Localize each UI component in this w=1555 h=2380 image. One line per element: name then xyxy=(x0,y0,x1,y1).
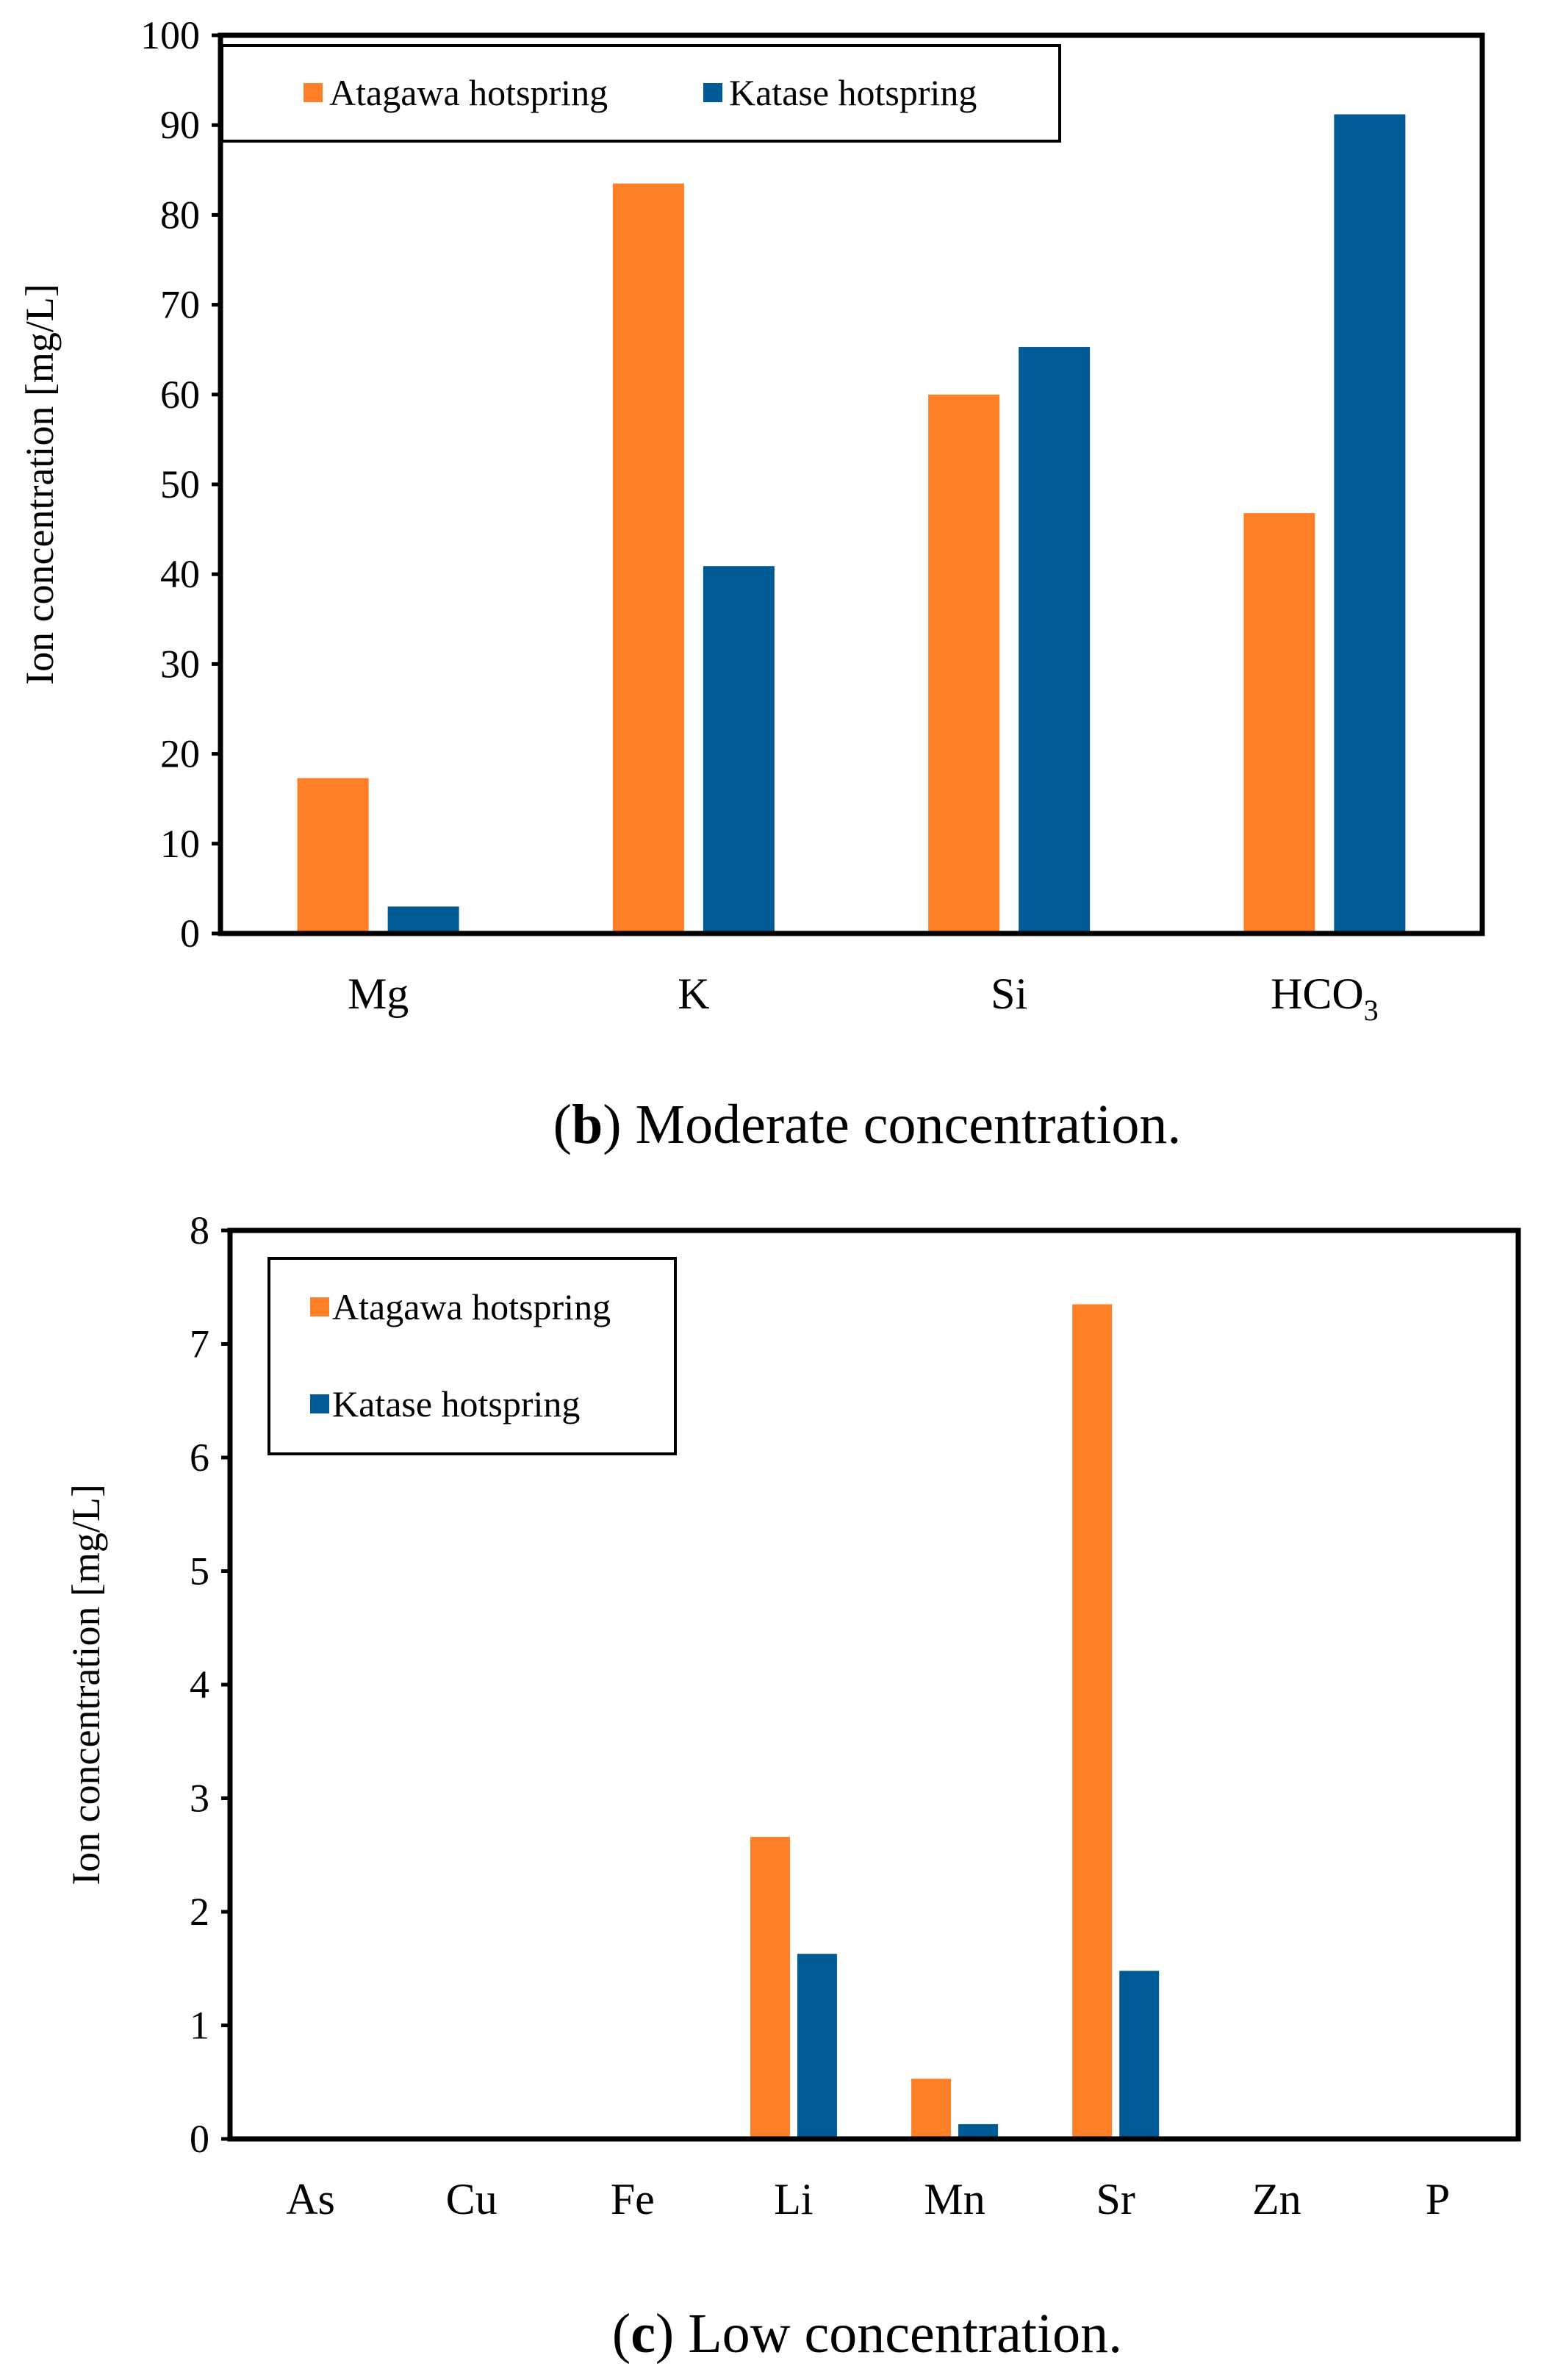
x-tick-label: K xyxy=(678,969,709,1018)
legend-marker-katase xyxy=(310,1394,329,1413)
legend-label-katase: Katase hotspring xyxy=(729,72,977,113)
y-tick-label: 70 xyxy=(160,283,200,327)
chart-c: 0 1 2 3 4 5 6 7 8 Ion concentration [mg/L] As Cu Fe L… xyxy=(64,1208,1521,2365)
x-tick-label: Cu xyxy=(446,2175,498,2223)
x-tick-label: Li xyxy=(774,2175,813,2223)
bar-atagawa-mg xyxy=(297,778,369,933)
figure-caption: (c) Low concentration. xyxy=(612,2303,1122,2365)
y-tick-label: 3 xyxy=(190,1777,209,1821)
legend-label-atagawa: Atagawa hotspring xyxy=(329,72,608,113)
y-tick-label: 20 xyxy=(160,732,200,776)
x-tick-label: Zn xyxy=(1252,2175,1301,2223)
x-tick-label: Fe xyxy=(611,2175,655,2223)
y-tick-label: 10 xyxy=(160,822,200,866)
bar-katase-mn xyxy=(958,2123,999,2139)
chart-b: 0 10 20 30 40 50 60 70 80 90 100 Ion concentration … xyxy=(18,13,1485,1155)
bar-atagawa-li xyxy=(750,1837,790,2139)
y-tick-label: 8 xyxy=(190,1208,209,1252)
x-tick-label: Mn xyxy=(924,2175,985,2223)
y-tick-label: 7 xyxy=(190,1322,209,1366)
y-tick-label: 60 xyxy=(160,373,200,417)
bar-atagawa-k xyxy=(612,183,684,933)
legend: Atagawa hotspring Katase hotspring xyxy=(267,1257,677,1455)
legend: Atagawa hotspring Katase hotspring xyxy=(220,44,1061,143)
bar-atagawa-si xyxy=(928,394,1000,933)
x-tick-label: P xyxy=(1426,2175,1450,2223)
y-tick-label: 6 xyxy=(190,1435,209,1480)
legend-marker-atagawa xyxy=(310,1297,329,1316)
x-tick-label: Sr xyxy=(1096,2175,1135,2223)
legend-box xyxy=(220,44,1061,143)
x-tick-label: As xyxy=(286,2175,335,2223)
bar-katase-hco3 xyxy=(1334,114,1406,933)
x-tick-label: HCO3 xyxy=(1271,969,1379,1027)
legend-label-katase: Katase hotspring xyxy=(332,1383,580,1424)
x-tick-label: Mg xyxy=(348,969,409,1018)
y-tick-label: 100 xyxy=(140,13,200,57)
y-axis-title: Ion concentration [mg/L] xyxy=(18,284,62,685)
y-tick-label: 0 xyxy=(180,911,200,956)
y-tick-label: 90 xyxy=(160,103,200,147)
bar-atagawa-sr xyxy=(1072,1304,1113,2139)
y-tick-label: 30 xyxy=(160,642,200,686)
bar-atagawa-mn xyxy=(911,2079,952,2139)
y-tick-label: 1 xyxy=(190,2004,209,2048)
legend-box xyxy=(267,1257,677,1455)
x-tick-label: Si xyxy=(991,969,1027,1018)
y-tick-label: 4 xyxy=(190,1663,209,1707)
legend-marker-atagawa xyxy=(304,83,323,102)
bar-katase-mg xyxy=(387,906,459,933)
legend-label-atagawa: Atagawa hotspring xyxy=(332,1286,611,1327)
y-tick-label: 80 xyxy=(160,193,200,237)
bar-atagawa-hco3 xyxy=(1243,513,1315,933)
bar-katase-k xyxy=(703,566,775,933)
y-tick-label: 2 xyxy=(190,1890,209,1934)
figure-caption: (b) Moderate concentration. xyxy=(553,1094,1182,1155)
y-axis-title: Ion concentration [mg/L] xyxy=(64,1484,108,1885)
bar-katase-li xyxy=(797,1954,837,2139)
y-tick-label: 40 xyxy=(160,552,200,596)
legend-marker-katase xyxy=(703,83,722,102)
y-tick-label: 5 xyxy=(190,1549,209,1594)
y-tick-label: 50 xyxy=(160,462,200,506)
bar-katase-si xyxy=(1019,347,1091,933)
y-tick-label: 0 xyxy=(190,2117,209,2161)
bar-katase-sr xyxy=(1119,1971,1160,2139)
